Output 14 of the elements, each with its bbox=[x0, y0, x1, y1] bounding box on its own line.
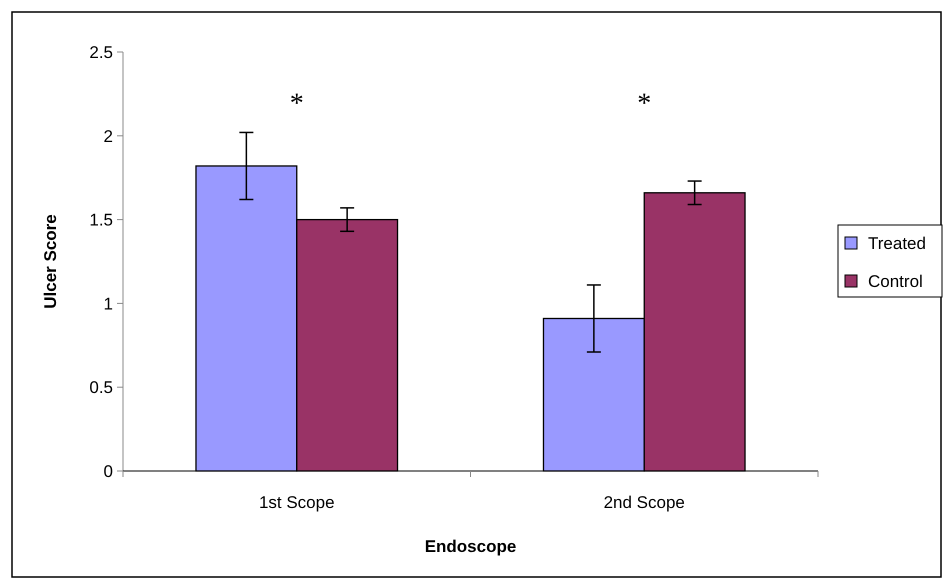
y-axis-title: Ulcer Score bbox=[41, 214, 60, 309]
y-tick-label: 0 bbox=[104, 462, 113, 481]
legend-label: Treated bbox=[868, 234, 926, 253]
x-tick-label: 2nd Scope bbox=[604, 493, 685, 512]
x-tick-label: 1st Scope bbox=[258, 493, 335, 512]
y-tick-label: 0.5 bbox=[89, 378, 113, 398]
annotation: * bbox=[290, 88, 304, 119]
y-tick-label: 2 bbox=[104, 126, 113, 146]
y-tick-label: 1 bbox=[104, 294, 113, 314]
x-axis-title: Endoscope bbox=[424, 537, 516, 556]
legend-label: Control bbox=[868, 272, 923, 291]
y-tick-label: 1.5 bbox=[89, 210, 113, 230]
y-tick-label: 2.5 bbox=[89, 42, 113, 62]
annotation: * bbox=[637, 88, 652, 119]
